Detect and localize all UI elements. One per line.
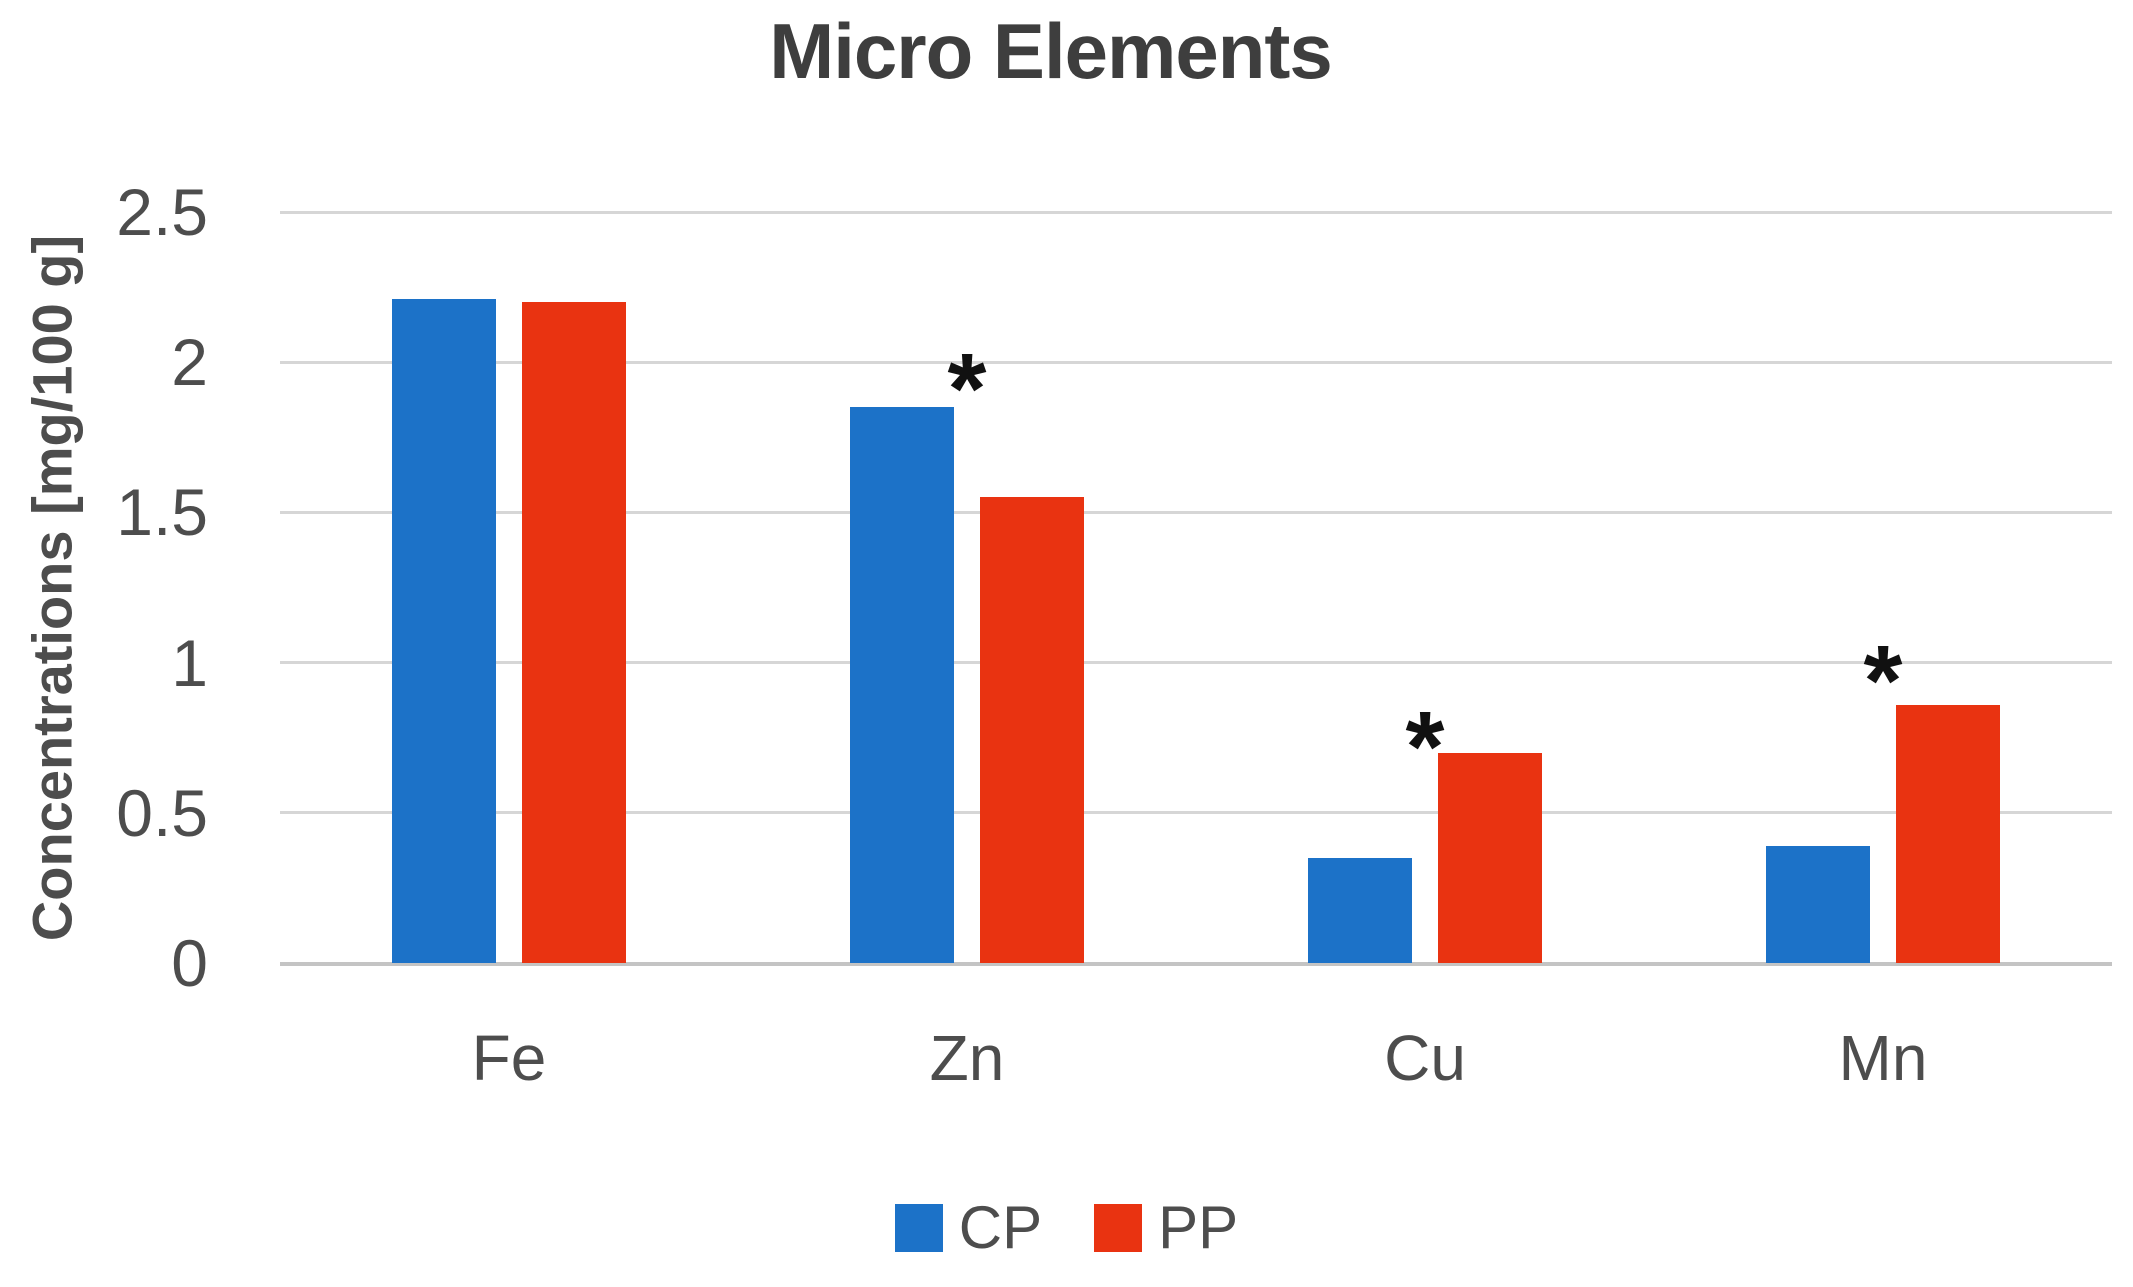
y-tick-label: 0 xyxy=(171,926,208,1000)
gridline xyxy=(280,360,2112,364)
bar-cp-mn xyxy=(1766,845,1870,963)
bar-pp-mn xyxy=(1896,704,2000,963)
y-tick-label: 1 xyxy=(171,625,208,700)
bar-cp-fe xyxy=(392,299,496,963)
x-category-label-zn: Zn xyxy=(929,1022,1005,1094)
gridline xyxy=(280,811,2112,815)
legend-label-cp: CP xyxy=(958,1194,1043,1261)
y-tick-label: 2.5 xyxy=(116,175,208,249)
bar-pp-fe xyxy=(522,302,626,963)
x-category-label-mn: Mn xyxy=(1838,1022,1928,1094)
significance-asterisk-zn: * xyxy=(947,333,987,446)
legend-label-pp: PP xyxy=(1158,1194,1239,1261)
bar-cp-cu xyxy=(1308,857,1412,963)
significance-asterisk-cu: * xyxy=(1405,690,1445,803)
significance-asterisk-mn: * xyxy=(1863,624,1903,737)
y-tick-label: 2 xyxy=(171,325,208,400)
bar-pp-zn xyxy=(980,497,1084,963)
chart-title: Micro Elements xyxy=(769,7,1333,95)
gridline xyxy=(280,661,2112,665)
x-category-label-fe: Fe xyxy=(471,1022,547,1094)
legend-item-cp: CP xyxy=(894,1194,1043,1261)
legend: CP PP xyxy=(0,1198,2133,1258)
bar-pp-cu xyxy=(1438,752,1542,963)
legend-item-pp: PP xyxy=(1094,1198,1238,1258)
x-axis-line xyxy=(280,961,2112,966)
x-category-label-cu: Cu xyxy=(1384,1022,1466,1094)
gridline xyxy=(280,510,2112,514)
plot-area xyxy=(280,210,2112,966)
bar-cp-zn xyxy=(850,407,954,963)
y-tick-label: 1.5 xyxy=(116,475,208,550)
legend-swatch-pp xyxy=(1094,1204,1143,1252)
legend-swatch-cp xyxy=(894,1204,943,1252)
y-tick-label: 0.5 xyxy=(116,775,208,850)
gridline xyxy=(280,210,2112,214)
